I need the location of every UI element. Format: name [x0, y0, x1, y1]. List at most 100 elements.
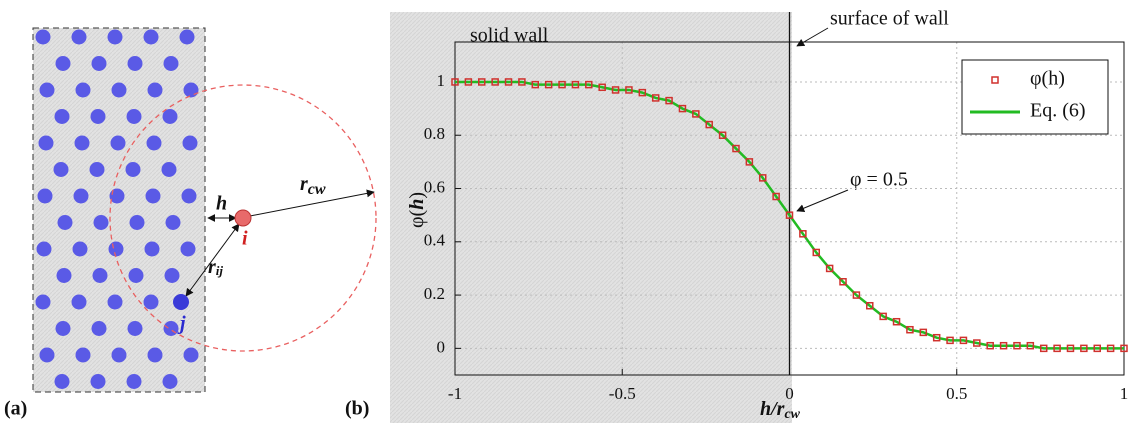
marker [799, 230, 807, 238]
wall-particle [55, 321, 71, 336]
j-label: j [177, 313, 186, 335]
wall-particle [35, 294, 51, 310]
wall-particle [93, 215, 109, 230]
wall-particle [90, 109, 106, 124]
wall-particle [179, 29, 195, 45]
y-tick-label: 0.8 [424, 124, 445, 143]
wall-particle [56, 268, 72, 283]
wall-particle [162, 374, 178, 389]
wall-particle [107, 294, 123, 310]
wall-particle [36, 241, 52, 257]
wall-particle [71, 29, 87, 45]
rcw-arrow [249, 189, 375, 217]
marker [705, 120, 713, 129]
rcw-sub: cw [308, 181, 326, 198]
wall-particle [54, 109, 70, 124]
marker [772, 192, 780, 201]
marker [531, 80, 540, 89]
marker [558, 80, 566, 89]
panel-a: h rcw i j rij (a) [4, 27, 377, 420]
curve [455, 80, 1124, 350]
x-axis-label: h/rcw [760, 398, 801, 423]
annotation: φ = 0.5 [850, 169, 908, 191]
marker [544, 80, 553, 89]
wall-particle [74, 135, 90, 151]
y-label-main: φ( [406, 209, 428, 228]
wall-particle [72, 241, 88, 257]
marker [973, 339, 981, 347]
marker [1066, 344, 1075, 353]
wall-particle [165, 215, 181, 230]
wall-particle [180, 241, 196, 257]
y-label-var: h [406, 199, 428, 210]
marker [1039, 344, 1048, 353]
marker [571, 80, 580, 89]
wall-particle [147, 82, 163, 98]
particle-j [173, 294, 189, 310]
wall-particle [143, 29, 159, 45]
wall-particle [163, 56, 179, 71]
marker [946, 336, 954, 345]
wall-particle [107, 29, 123, 45]
wall-particle [71, 294, 87, 310]
wall-particle [183, 347, 199, 363]
marker [812, 248, 821, 257]
marker [879, 312, 887, 321]
wall-particle [89, 162, 105, 177]
rcw-label: rcw [300, 173, 326, 198]
marker [1013, 341, 1021, 350]
marker [491, 78, 499, 86]
x-tick-label: 0.5 [946, 384, 967, 403]
solid-wall-shade [390, 12, 792, 423]
marker [959, 336, 968, 345]
wall-particle [145, 188, 161, 204]
x-tick-label: -1 [448, 384, 462, 403]
annotation-arrow [796, 27, 829, 47]
wall-particle [39, 82, 55, 98]
wall-particle [108, 241, 124, 257]
marker [1093, 344, 1101, 353]
wall-particle [111, 347, 127, 363]
x-label-sub: cw [784, 407, 800, 422]
wall-particle [162, 109, 178, 124]
wall-particle [39, 347, 55, 363]
wall-particle [109, 188, 125, 204]
marker [464, 78, 473, 86]
marker [745, 158, 754, 166]
marker [665, 96, 673, 105]
wall-particle [128, 268, 144, 283]
marker [611, 86, 620, 94]
rij-sub: ij [216, 263, 224, 278]
y-tick-label: 0.2 [424, 284, 445, 303]
wall-particle [182, 135, 198, 151]
marker [785, 211, 794, 219]
wall-particle [127, 56, 143, 71]
wall-particle [91, 321, 107, 336]
wall-particle [181, 188, 197, 204]
rij-arrow [185, 223, 240, 297]
wall-particle [90, 374, 106, 389]
plot: 0 0.2 0.4 0.6 0.8 1 -1 -0.5 0 0.5 1 φ(h) Eq. (6) [424, 12, 1128, 403]
wall-particle [110, 135, 126, 151]
marker [638, 88, 647, 97]
marker [1053, 344, 1061, 353]
marker [1120, 344, 1128, 353]
marker [478, 78, 486, 86]
marker [732, 144, 740, 153]
marker [1106, 344, 1115, 353]
rcw-main: r [300, 173, 308, 195]
i-label: i [242, 228, 248, 250]
wall-particle [57, 215, 73, 230]
wall-particle [75, 347, 91, 363]
wall-particle [91, 56, 107, 71]
y-axis-label: φ(h) [406, 192, 428, 228]
wall-particle [53, 162, 69, 177]
marker [919, 328, 928, 337]
marker [718, 131, 727, 139]
marker [651, 94, 660, 102]
marker [692, 110, 700, 118]
wall-particle [125, 162, 141, 177]
cutoff-circle [109, 84, 377, 352]
marker [932, 333, 941, 342]
